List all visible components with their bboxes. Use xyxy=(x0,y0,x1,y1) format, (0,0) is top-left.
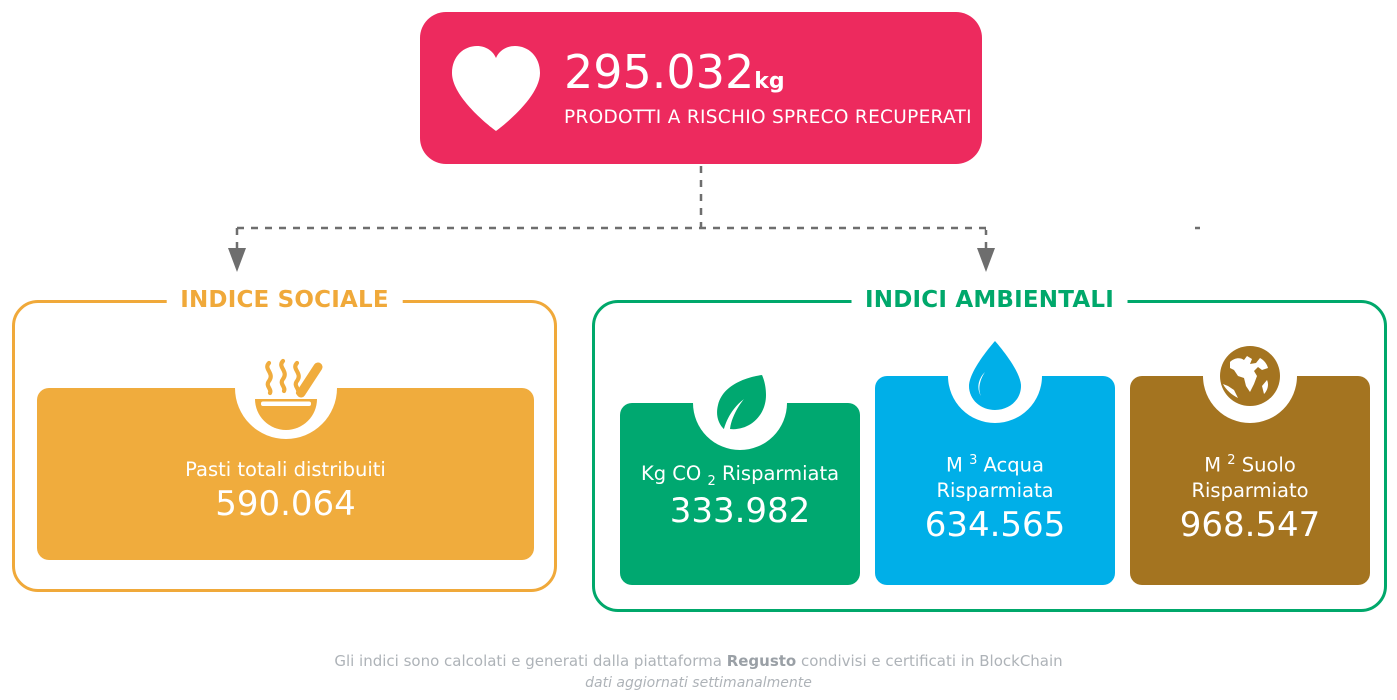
footer-text-c: condivisi e certificati in BlockChain xyxy=(796,652,1063,670)
co2-label-pre: Kg CO xyxy=(640,462,702,485)
card-value-suolo: 968.547 xyxy=(1179,504,1321,545)
card-label-co2: Kg CO 2 Risparmiata xyxy=(620,461,860,490)
globe-icon xyxy=(1203,329,1297,423)
footer-line-1: Gli indici sono calcolati e generati dal… xyxy=(0,650,1397,673)
soup-bowl-icon xyxy=(234,337,337,439)
card-co2-risparmiata[interactable]: Kg CO 2 Risparmiata 333.982 xyxy=(620,356,860,585)
card-label-pasti: Pasti totali distribuiti xyxy=(185,458,386,481)
hero-value-row: 295.032kg xyxy=(564,49,972,95)
acqua-label-pre: M xyxy=(946,453,963,477)
hero-unit: kg xyxy=(754,68,785,94)
acqua-label-line2: Risparmiata xyxy=(936,479,1054,503)
card-value-co2: 333.982 xyxy=(669,491,811,532)
water-drop-icon xyxy=(948,329,1042,423)
hero-card: 295.032kg PRODOTTI A RISCHIO SPRECO RECU… xyxy=(420,12,982,164)
co2-label-subscript: 2 xyxy=(707,473,716,489)
card-label-acqua: M 3 Acqua Risparmiata xyxy=(875,452,1115,504)
card-body-suolo: M 2 Suolo Risparmiato 968.547 xyxy=(1130,452,1370,545)
suolo-label-pre: M xyxy=(1204,453,1222,477)
co2-label-post: Risparmiata xyxy=(721,462,840,485)
footer: Gli indici sono calcolati e generati dal… xyxy=(0,650,1397,694)
suolo-label-post: Suolo xyxy=(1241,453,1296,477)
card-label-suolo: M 2 Suolo Risparmiato xyxy=(1130,452,1370,504)
card-pasti-totali[interactable]: Pasti totali distribuiti 590.064 xyxy=(37,337,534,560)
card-suolo-risparmiato[interactable]: M 2 Suolo Risparmiato 968.547 xyxy=(1130,329,1370,585)
card-value-pasti: 590.064 xyxy=(215,483,356,524)
footer-brand-regusto: Regusto xyxy=(726,652,797,670)
hero-subtitle: PRODOTTI A RISCHIO SPRECO RECUPERATI xyxy=(564,106,972,128)
panel-title-social: INDICE SOCIALE xyxy=(166,287,403,313)
acqua-label-superscript: 3 xyxy=(969,453,978,468)
card-body-acqua: M 3 Acqua Risparmiata 634.565 xyxy=(875,452,1115,545)
footer-line-2: dati aggiornati settimanalmente xyxy=(585,674,812,691)
acqua-label-post: Acqua xyxy=(983,453,1044,477)
card-body-pasti: Pasti totali distribuiti 590.064 xyxy=(37,457,534,524)
card-value-acqua: 634.565 xyxy=(924,504,1066,545)
panel-indici-ambientali: INDICI AMBIENTALI Kg CO 2 Risparmiata 33… xyxy=(592,287,1387,612)
card-body-co2: Kg CO 2 Risparmiata 333.982 xyxy=(620,461,860,531)
suolo-label-superscript: 2 xyxy=(1227,453,1236,468)
card-acqua-risparmiata[interactable]: M 3 Acqua Risparmiata 634.565 xyxy=(875,329,1115,585)
panel-indice-sociale: INDICE SOCIALE Pasti totali distribuiti … xyxy=(12,287,557,592)
hero-value: 295.032 xyxy=(564,44,755,99)
footer-text-a: Gli indici sono calcolati e generati dal… xyxy=(334,652,727,670)
suolo-label-line2: Risparmiato xyxy=(1191,479,1309,503)
hero-text-block: 295.032kg PRODOTTI A RISCHIO SPRECO RECU… xyxy=(564,49,972,128)
panel-title-environmental: INDICI AMBIENTALI xyxy=(851,287,1128,313)
heart-icon xyxy=(436,43,556,133)
connector-lines xyxy=(228,166,1200,272)
leaf-icon xyxy=(693,356,787,450)
